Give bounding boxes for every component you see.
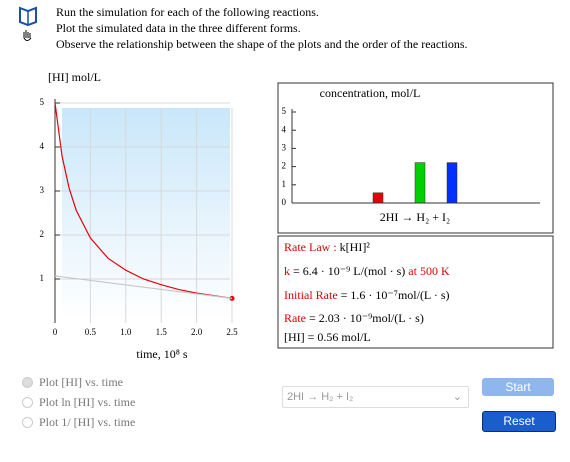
info-line: Initial Rate = 1.6 · 10⁻⁷mol/(L · s) xyxy=(284,288,449,302)
info-line: Rate = 2.03 · 10⁻⁹mol/(L · s) xyxy=(284,311,424,325)
icon xyxy=(19,6,37,41)
bar xyxy=(414,162,426,204)
bar xyxy=(446,162,458,204)
radio-dot xyxy=(22,397,33,408)
value: = 1.6 · 10⁻⁷mol/(L · s) xyxy=(341,288,450,302)
instruction: Run the simulation for each of the follo… xyxy=(56,5,319,19)
radio-dot xyxy=(22,377,33,388)
radio[interactable]: Plot [HI] vs. time xyxy=(22,375,123,390)
plot-background xyxy=(62,108,230,320)
info-line: [HI] = 0.56 mol/L xyxy=(284,330,371,344)
x-tick-label: 2.0 xyxy=(191,327,203,337)
radio[interactable]: Plot ln [HI] vs. time xyxy=(22,395,135,410)
label: k xyxy=(284,264,290,278)
radio-label: Plot [HI] vs. time xyxy=(39,375,123,389)
start-button[interactable]: Start xyxy=(482,378,554,396)
reaction-select[interactable]: 2HI → H₂ + I₂ ⌄ xyxy=(282,386,469,408)
y-tick-label: 1 xyxy=(40,273,45,283)
y-tick-label: 2 xyxy=(282,161,287,171)
value: = 2.03 · 10⁻⁹mol/(L · s) xyxy=(309,311,424,325)
radio-dot xyxy=(22,417,33,428)
y-tick-label: 4 xyxy=(40,141,45,151)
instruction: Plot the simulated data in the three dif… xyxy=(56,21,301,35)
y-tick-label: 3 xyxy=(282,142,287,152)
label: Rate xyxy=(284,311,306,325)
radio-label: Plot 1/ [HI] vs. time xyxy=(39,415,136,429)
reaction: 2HI → H₂ + I₂ xyxy=(380,210,450,224)
reset-button[interactable]: Reset xyxy=(482,411,556,432)
info-panel xyxy=(277,235,554,349)
x-tick-label: 1.0 xyxy=(120,327,132,337)
x-axis-label: time, 10⁸ s xyxy=(136,347,188,361)
bar-panel xyxy=(277,82,554,234)
info-line: Rate Law : k[HI]² xyxy=(284,240,370,254)
x-tick-label: 2.5 xyxy=(226,327,238,337)
x-tick-label: 0 xyxy=(53,327,58,337)
bar-title: concentration, mol/L xyxy=(320,86,421,100)
y-tick-label: 1 xyxy=(282,179,287,189)
radio-label: Plot ln [HI] vs. time xyxy=(39,395,136,409)
x-tick-label: 1.5 xyxy=(156,327,168,337)
y-tick-label: 0 xyxy=(282,197,287,207)
y-tick-label: 5 xyxy=(40,97,45,107)
bar xyxy=(372,192,384,204)
instruction: Observe the relationship between the sha… xyxy=(56,37,468,51)
label: Initial Rate xyxy=(284,288,338,302)
value: k[HI]² xyxy=(340,240,371,254)
y-tick-label: 4 xyxy=(282,124,287,134)
label: Rate Law : xyxy=(284,240,337,254)
y-tick-label: 2 xyxy=(40,229,45,239)
data-line xyxy=(54,275,233,299)
x-tick-label: 0.5 xyxy=(85,327,97,337)
y-tick-label: 5 xyxy=(282,106,287,116)
select-text: 2HI → H₂ + I₂ xyxy=(287,391,354,403)
value: = 6.4 · 10⁻⁹ L/(mol · s) xyxy=(293,264,405,278)
temperature: at 500 K xyxy=(408,264,450,278)
y-axis-label: [HI] mol/L xyxy=(48,70,101,84)
data-line xyxy=(54,102,233,299)
y-tick-label: 3 xyxy=(40,185,45,195)
select-arrow: ⌄ xyxy=(452,391,462,403)
info-line: k = 6.4 · 10⁻⁹ L/(mol · s) at 500 K xyxy=(284,264,450,278)
radio[interactable]: Plot 1/ [HI] vs. time xyxy=(22,415,135,430)
